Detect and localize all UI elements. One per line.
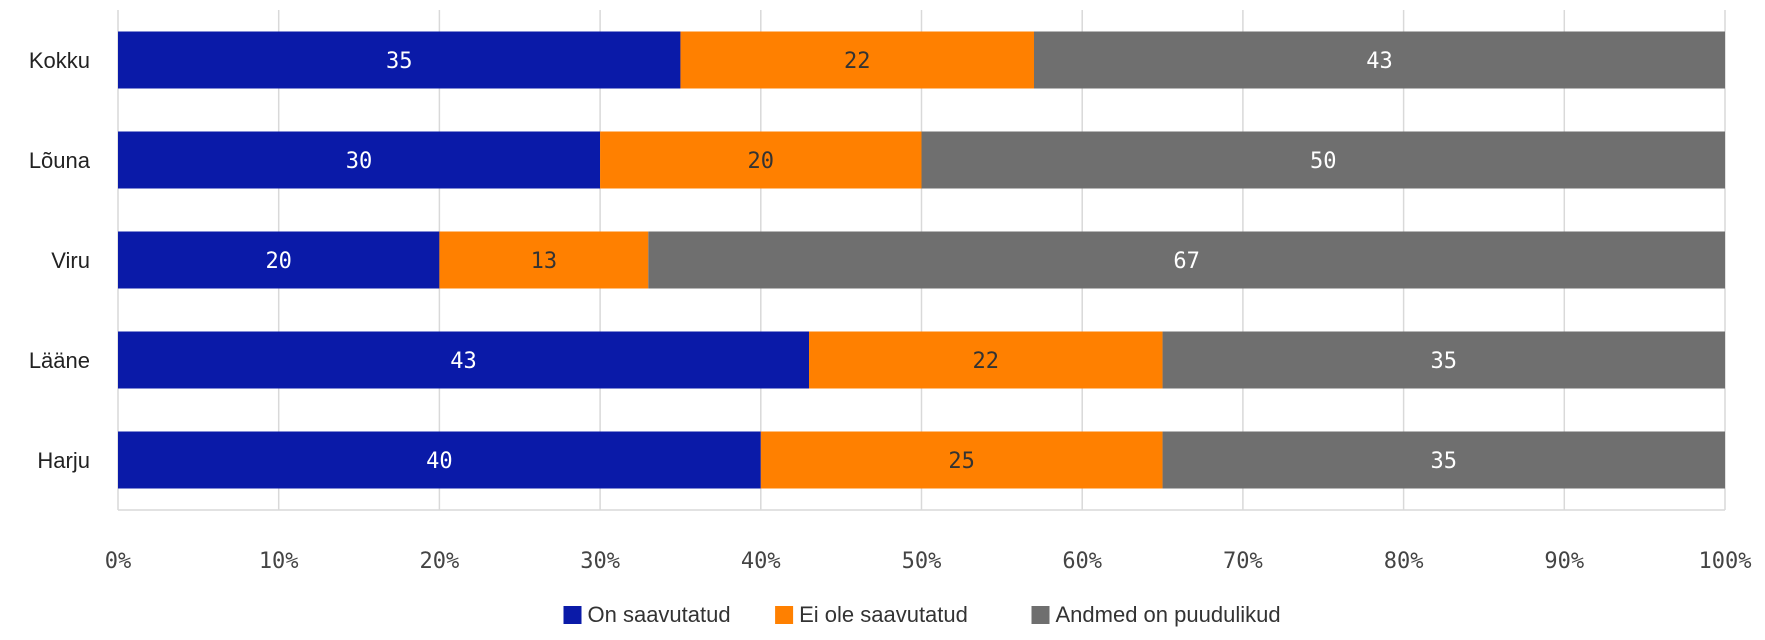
bar-segment [600,131,922,189]
x-tick-label: 80% [1384,549,1424,574]
bar-segment [118,431,761,489]
bar-segment [921,131,1725,189]
data-label: 20 [748,149,775,174]
x-tick-label: 100% [1699,549,1752,574]
data-label: 40 [426,449,453,474]
bar-segment [118,331,810,389]
category-label: Kokku [29,48,90,73]
category-label: Viru [51,248,90,273]
legend-label: Ei ole saavutatud [799,602,968,627]
data-label: 20 [265,249,292,274]
x-tick-label: 70% [1223,549,1263,574]
legend-label: On saavutatud [588,602,731,627]
category-label: Harju [37,448,90,473]
category-label: Lõuna [29,148,91,173]
x-tick-label: 20% [420,549,460,574]
bar-segment [809,331,1163,389]
data-label: 43 [450,349,477,374]
bar-segment [1033,31,1725,89]
bar-segment [1162,331,1725,389]
data-label: 35 [386,49,413,74]
category-label: Lääne [29,348,90,373]
bar-segment [439,231,649,289]
x-tick-label: 10% [259,549,299,574]
data-label: 67 [1173,249,1200,274]
data-label: 35 [1431,449,1458,474]
data-label: 35 [1431,349,1458,374]
bar-segment [648,231,1725,289]
x-tick-label: 60% [1062,549,1102,574]
data-label: 13 [531,249,558,274]
bar-segment [118,131,601,189]
data-label: 50 [1310,149,1337,174]
bar-segment [118,231,440,289]
bar-segment [680,31,1034,89]
data-label: 22 [973,349,1000,374]
x-axis-tick-labels: 0% 10% 20% 30% 40% 50% 60% 70% 80% 90% 100% [105,549,1752,574]
bar-segment [1162,431,1725,489]
bar-segment [118,31,681,89]
legend-label: Andmed on puudulikud [1056,602,1281,627]
bars: 35 22 43 30 20 50 20 13 67 43 22 35 40 25 35 [118,31,1725,489]
x-tick-label: 50% [902,549,942,574]
x-tick-label: 0% [105,549,132,574]
data-label: 25 [948,449,975,474]
x-tick-label: 40% [741,549,781,574]
legend-swatch [563,606,582,624]
legend-swatch [775,606,794,624]
x-tick-label: 30% [580,549,620,574]
bar-segment [760,431,1163,489]
data-label: 43 [1366,49,1393,74]
legend: On saavutatud Ei ole saavutatud Andmed on … [563,602,1281,627]
category-labels: Kokku Lõuna Viru Lääne Harju [29,48,91,473]
data-label: 22 [844,49,871,74]
legend-swatch [1031,606,1050,624]
x-tick-label: 90% [1544,549,1584,574]
data-label: 30 [346,149,373,174]
